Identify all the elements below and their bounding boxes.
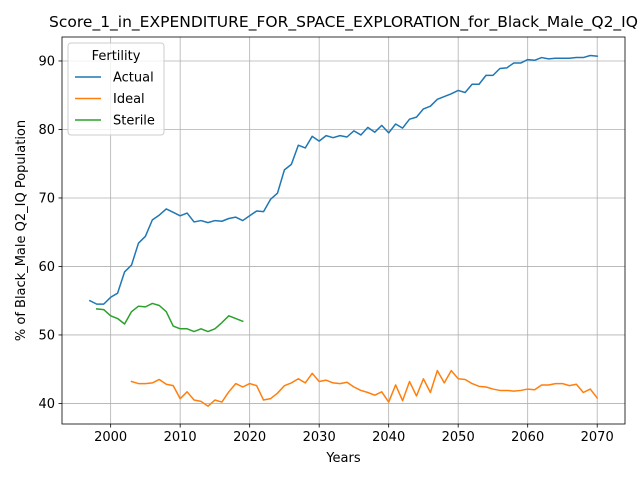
x-tick-label: 2060 (511, 430, 544, 445)
y-tick-label: 50 (38, 328, 55, 343)
legend-label-ideal: Ideal (113, 92, 145, 107)
x-tick-label: 2050 (442, 430, 475, 445)
legend-label-sterile: Sterile (113, 114, 155, 129)
grid (62, 37, 625, 424)
series-line-sterile (95, 302, 244, 333)
y-tick-label: 60 (38, 260, 55, 275)
y-tick-label: 40 (38, 397, 55, 412)
y-axis: 40 50 60 70 80 90 (38, 54, 62, 412)
x-axis-label: Years (325, 451, 361, 466)
y-axis-label: % of Black_Male Q2_IQ Population (14, 120, 29, 341)
x-tick-label: 2070 (581, 430, 614, 445)
x-tick-label: 2010 (164, 430, 197, 445)
legend-items: Actual Ideal Sterile (75, 71, 155, 129)
plot-frame (61, 36, 626, 425)
x-axis: 2000 2010 2020 2030 2040 2050 2060 2070 (94, 424, 614, 445)
x-tick-label: 2000 (94, 430, 127, 445)
series-line-actual (88, 54, 599, 305)
y-tick-label: 70 (38, 191, 55, 206)
x-tick-label: 2040 (372, 430, 405, 445)
legend-title: Fertility (92, 49, 141, 64)
y-tick-label: 80 (38, 123, 55, 138)
legend-label-actual: Actual (113, 71, 154, 86)
series-layer (88, 54, 599, 407)
x-tick-label: 2030 (303, 430, 336, 445)
series-line-ideal (130, 369, 599, 407)
y-tick-label: 90 (38, 54, 55, 69)
chart-title: Score_1_in_EXPENDITURE_FOR_SPACE_EXPLORA… (49, 13, 638, 32)
legend-box (67, 42, 165, 136)
legend: Fertility Actual Ideal Sterile (67, 42, 165, 136)
x-tick-label: 2020 (233, 430, 266, 445)
